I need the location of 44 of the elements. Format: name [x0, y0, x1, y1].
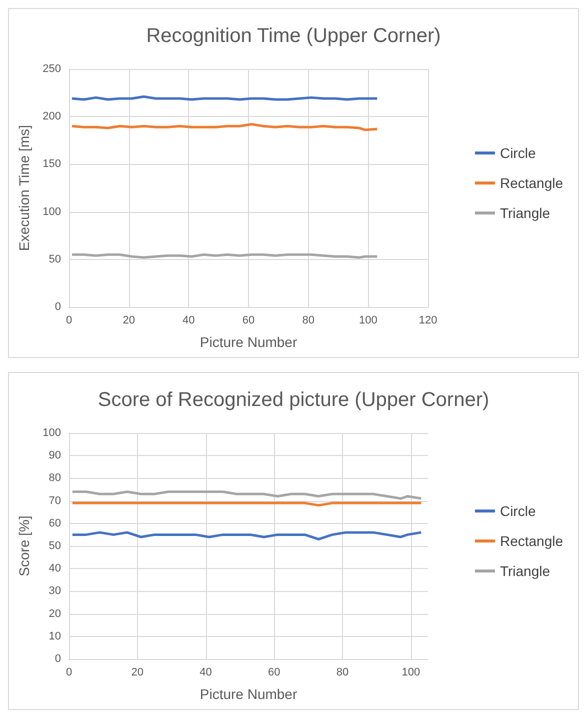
y-axis-title: Score [%] — [16, 516, 32, 576]
y-tick-label: 20 — [48, 608, 61, 620]
y-tick-label: 90 — [48, 450, 61, 462]
x-tick-label: 40 — [182, 314, 195, 326]
y-tick-label: 100 — [42, 427, 61, 439]
legend-label: Triangle — [500, 563, 550, 579]
line-series — [71, 490, 422, 500]
x-tick-label: 20 — [131, 666, 144, 678]
x-tick-label: 40 — [200, 666, 212, 678]
y-tick-label: 60 — [48, 517, 61, 530]
x-axis-title: Picture Number — [200, 686, 298, 702]
y-tick-label: 50 — [48, 540, 61, 552]
y-tick-label: 50 — [48, 253, 61, 266]
x-tick-label: 60 — [242, 314, 255, 326]
x-tick-label: 60 — [268, 666, 280, 678]
x-tick-label: 120 — [418, 314, 438, 326]
legend-label: Rectangle — [500, 533, 564, 549]
x-tick-label: 100 — [358, 314, 378, 326]
y-tick-label: 80 — [48, 472, 61, 484]
line-series — [71, 531, 422, 540]
x-tick-label: 0 — [66, 314, 72, 326]
x-tick-label: 20 — [122, 314, 135, 326]
y-axis-title: Execution Time [ms] — [16, 124, 32, 252]
y-tick-label: 0 — [54, 653, 61, 665]
x-tick-label: 0 — [66, 666, 72, 678]
legend-label: Circle — [500, 503, 536, 519]
y-tick-label: 0 — [54, 301, 61, 313]
legend-label: Rectangle — [500, 175, 564, 191]
x-axis-title: Picture Number — [200, 334, 298, 350]
y-tick-label: 70 — [48, 494, 61, 507]
y-tick-label: 100 — [42, 206, 61, 218]
legend-label: Circle — [500, 145, 536, 161]
y-tick-label: 200 — [42, 110, 61, 123]
chart-title: Recognition Time (Upper Corner) — [146, 25, 441, 47]
y-tick-label: 30 — [48, 585, 61, 598]
y-tick-label: 150 — [42, 158, 61, 170]
x-tick-label: 80 — [302, 314, 314, 326]
chart-title: Score of Recognized picture (Upper Corner) — [98, 389, 490, 411]
y-tick-label: 40 — [48, 562, 61, 575]
x-tick-label: 100 — [402, 666, 420, 678]
x-tick-label: 80 — [336, 666, 349, 678]
legend-label: Triangle — [500, 205, 550, 221]
y-tick-label: 10 — [48, 630, 61, 642]
y-tick-label: 250 — [42, 63, 61, 75]
